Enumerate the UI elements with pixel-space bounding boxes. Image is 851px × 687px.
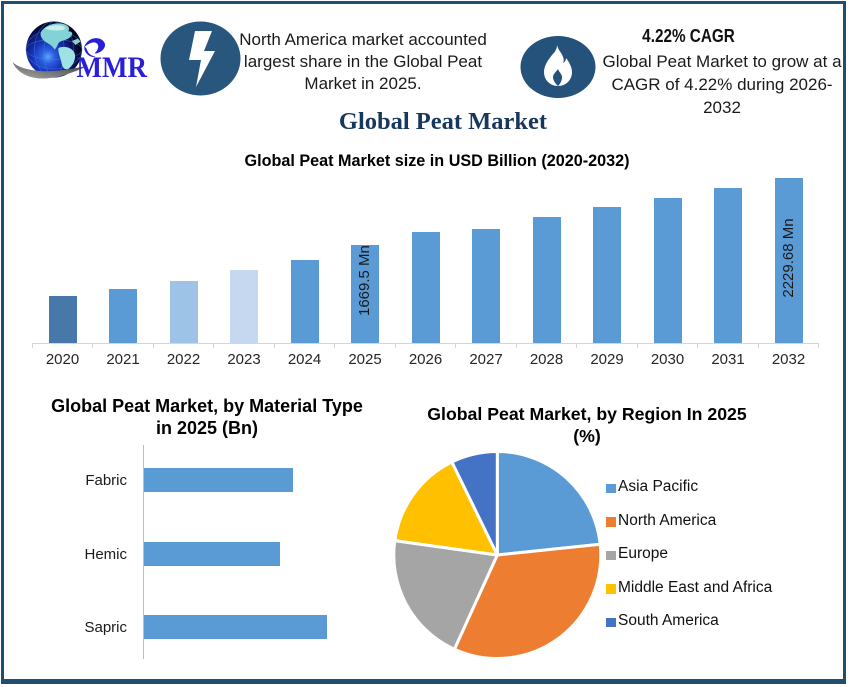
svg-text:MMR: MMR [77, 51, 148, 84]
